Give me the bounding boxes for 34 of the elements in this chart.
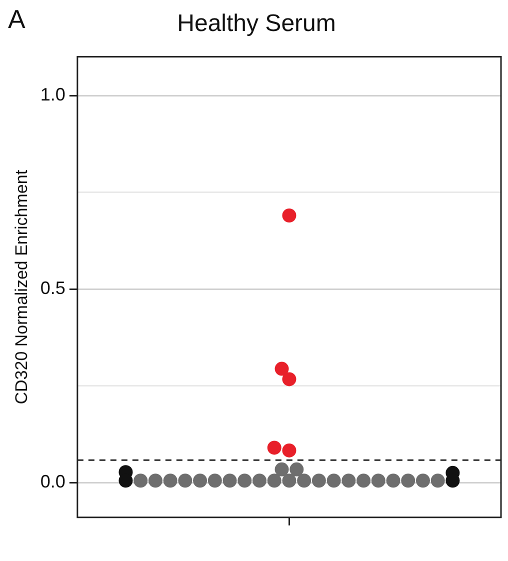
point [312, 474, 326, 488]
point [274, 362, 289, 376]
point [401, 474, 416, 488]
y-tick-label: 1.0 [40, 84, 66, 104]
point [267, 440, 282, 455]
text: A [8, 4, 26, 35]
point [290, 462, 304, 476]
point [282, 474, 296, 488]
point [342, 474, 356, 488]
point [282, 208, 296, 222]
point [222, 474, 237, 488]
y-tick-label: 0.0 [40, 472, 66, 492]
point [282, 372, 296, 386]
point [252, 474, 266, 488]
point [267, 474, 282, 488]
point [297, 474, 312, 488]
point [208, 474, 222, 488]
chart-title: Healthy Serum [177, 10, 336, 38]
point [163, 474, 178, 488]
point [134, 474, 148, 488]
point [386, 474, 400, 488]
y-tick-label: 0.5 [40, 278, 66, 298]
point [274, 462, 289, 476]
point [178, 474, 192, 488]
point [238, 474, 252, 488]
point [193, 474, 208, 488]
point [282, 443, 296, 458]
point [148, 474, 162, 488]
y-axis-title: CD320 Normalized Enrichment [12, 170, 31, 404]
point [326, 474, 341, 488]
point [416, 474, 430, 488]
point [356, 474, 371, 488]
point [371, 474, 386, 488]
point [430, 474, 445, 488]
